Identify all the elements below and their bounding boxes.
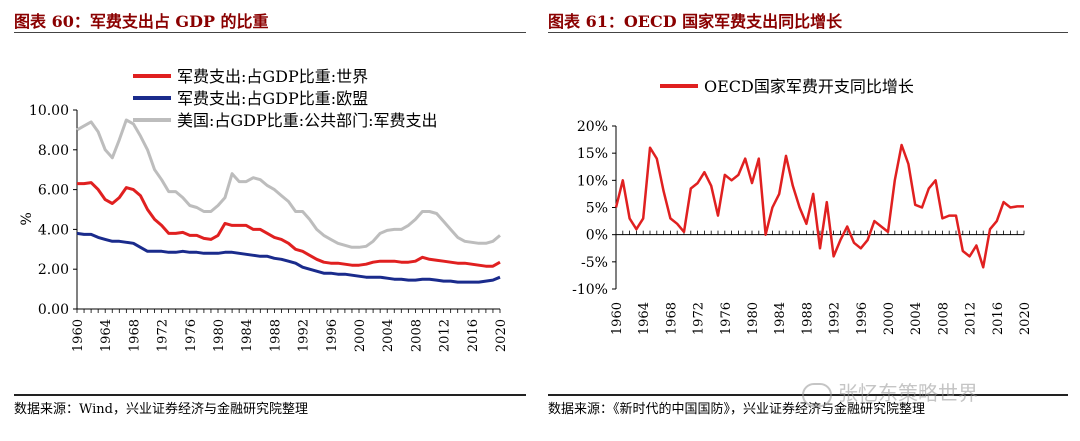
y-tick-label: -5% bbox=[581, 255, 608, 271]
chart60-source: 数据来源：Wind，兴业证券经济与金融研究院整理 bbox=[14, 402, 308, 417]
series-line-1 bbox=[614, 143, 1024, 269]
x-tick-label: 1984 bbox=[773, 302, 788, 335]
chart61-title: 图表 61：OECD 国家军费支出同比增长 bbox=[548, 12, 843, 31]
x-tick-label: 1984 bbox=[240, 319, 255, 352]
chart61-oecd-growth: 20% 15% 10% 5% 0% -5% -10%1960 1964 1968 1972 1976… bbox=[572, 77, 1033, 335]
x-tick-label: 1964 bbox=[637, 302, 652, 335]
y-tick-label: 10.00 bbox=[29, 103, 69, 119]
x-tick-label: 1988 bbox=[800, 302, 815, 335]
x-tick-label: 2000 bbox=[882, 302, 897, 335]
x-tick-label: 2008 bbox=[409, 319, 424, 352]
x-tick-label: 1968 bbox=[664, 302, 679, 335]
series-line-1 bbox=[77, 181, 501, 268]
x-tick-label: 2004 bbox=[909, 302, 924, 335]
x-tick-label: 1976 bbox=[719, 302, 734, 335]
x-tick-label: 2008 bbox=[936, 302, 951, 335]
wechat-logo-icon bbox=[802, 382, 832, 407]
x-tick-label: 1992 bbox=[828, 302, 843, 335]
series-line-3 bbox=[76, 118, 501, 249]
legend-label-3: 美国:占GDP比重:公共部门:军费支出 bbox=[177, 111, 438, 130]
y-tick-label: 20% bbox=[577, 119, 608, 135]
legend-label-2: 军费支出:占GDP比重:欧盟 bbox=[177, 89, 368, 108]
legend-label-1: OECD国家军费开支同比增长 bbox=[704, 77, 914, 96]
y-tick-label: 8.00 bbox=[38, 143, 69, 159]
y-axis-title: % bbox=[19, 212, 35, 225]
x-tick-label: 1980 bbox=[746, 302, 761, 335]
title-rule-right bbox=[548, 32, 1068, 33]
series-line-2 bbox=[76, 231, 501, 284]
x-tick-label: 2016 bbox=[466, 319, 481, 352]
x-tick-label: 1960 bbox=[610, 302, 625, 335]
title-rule-left bbox=[14, 32, 526, 33]
y-tick-label: 0.00 bbox=[38, 302, 69, 318]
x-tick-label: 2012 bbox=[438, 319, 453, 352]
footer-rule-left bbox=[14, 394, 526, 396]
chart61-source: 数据来源：《新时代的中国国防》，兴业证券经济与金融研究院整理 bbox=[548, 402, 926, 417]
y-tick-label: 0% bbox=[586, 228, 608, 244]
x-tick-label: 2012 bbox=[964, 302, 979, 335]
x-tick-label: 1996 bbox=[855, 302, 870, 335]
x-tick-label: 2020 bbox=[494, 319, 509, 352]
watermark-text: 张忆东策略世界 bbox=[838, 381, 978, 405]
y-tick-label: 6.00 bbox=[38, 183, 69, 199]
x-tick-label: 2016 bbox=[991, 302, 1006, 335]
x-tick-label: 1972 bbox=[692, 302, 707, 335]
x-tick-label: 1988 bbox=[268, 319, 283, 352]
x-tick-label: 2000 bbox=[353, 319, 368, 352]
x-tick-label: 1960 bbox=[71, 319, 86, 352]
watermark: 张忆东策略世界 bbox=[802, 377, 978, 407]
y-tick-label: -10% bbox=[572, 282, 608, 298]
x-tick-label: 2020 bbox=[1018, 302, 1033, 335]
y-tick-label: 10% bbox=[577, 173, 608, 189]
y-tick-label: 4.00 bbox=[38, 222, 69, 238]
x-tick-label: 1976 bbox=[184, 319, 199, 352]
x-tick-label: 1992 bbox=[297, 319, 312, 352]
x-tick-label: 1964 bbox=[99, 319, 114, 352]
y-tick-label: 5% bbox=[586, 201, 608, 217]
x-tick-label: 1968 bbox=[127, 319, 142, 352]
x-tick-label: 1996 bbox=[325, 319, 340, 352]
x-tick-label: 1980 bbox=[212, 319, 227, 352]
x-tick-label: 1972 bbox=[156, 319, 171, 352]
chart60-title: 图表 60：军费支出占 GDP 的比重 bbox=[14, 12, 269, 31]
x-tick-label: 2004 bbox=[381, 319, 396, 352]
y-tick-label: 15% bbox=[577, 146, 608, 162]
legend-label-1: 军费支出:占GDP比重:世界 bbox=[177, 67, 368, 86]
y-tick-label: 2.00 bbox=[38, 262, 69, 278]
